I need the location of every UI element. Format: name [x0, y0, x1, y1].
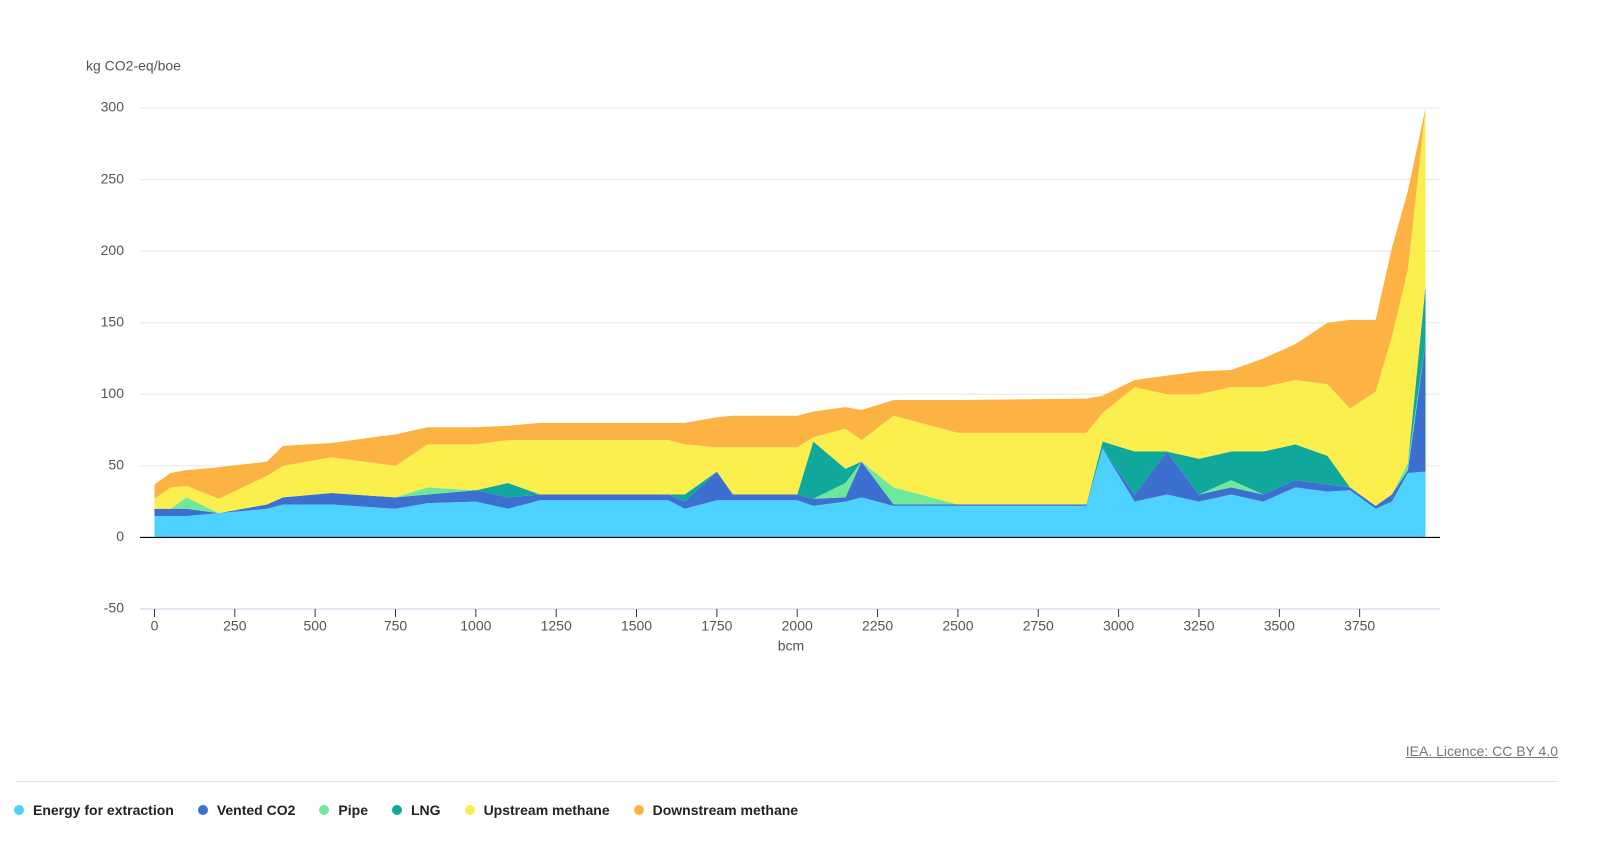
x-tick-label: 3000: [1103, 618, 1134, 634]
legend-swatch: [464, 805, 475, 815]
y-tick-label: 250: [101, 170, 125, 186]
legend-item[interactable]: Upstream methane: [464, 802, 610, 818]
y-axis-label: kg CO2-eq/boe: [86, 58, 181, 74]
x-tick-label: 3250: [1183, 618, 1214, 634]
legend: Energy for extraction Vented CO2 Pipe LNG Up…: [14, 802, 798, 818]
legend-item[interactable]: Pipe: [319, 802, 368, 818]
y-tick-label: 50: [108, 457, 124, 473]
y-tick-label: 100: [101, 385, 125, 401]
x-tick-label: 1750: [701, 618, 732, 634]
x-tick-label: 2750: [1023, 618, 1054, 634]
area-series: [154, 108, 1426, 499]
legend-label: LNG: [411, 802, 441, 818]
legend-item[interactable]: Vented CO2: [197, 802, 296, 818]
legend-label: Vented CO2: [216, 802, 296, 818]
x-tick-label: 2000: [782, 618, 813, 634]
y-tick-label: 150: [101, 313, 125, 329]
x-axis-label: bcm: [778, 638, 804, 654]
x-tick-label: 1500: [621, 618, 652, 634]
y-tick-label: 200: [101, 242, 125, 258]
x-tick-label: 0: [151, 618, 159, 634]
legend-swatch: [14, 805, 24, 815]
legend-label: Energy for extraction: [33, 802, 174, 818]
legend-item[interactable]: LNG: [392, 802, 441, 818]
x-tick-label: 2500: [942, 618, 973, 634]
x-tick-label: 1000: [460, 618, 491, 634]
x-tick-label: 250: [223, 618, 247, 634]
y-tick-label: 300: [101, 99, 125, 115]
legend-label: Downstream methane: [652, 802, 799, 818]
legend-swatch: [197, 805, 208, 815]
area-series: [154, 108, 1426, 514]
y-tick-label: -50: [104, 600, 124, 616]
source-link[interactable]: IEA. Licence: CC BY 4.0: [1405, 743, 1558, 759]
x-tick-label: 2250: [862, 618, 893, 634]
x-tick-label: 1250: [541, 618, 572, 634]
area-series: [154, 342, 1426, 516]
x-tick-label: 500: [303, 618, 327, 634]
legend-swatch: [392, 805, 402, 815]
legend-swatch: [319, 805, 330, 815]
legend-label: Pipe: [338, 802, 368, 818]
y-tick-label: 0: [116, 528, 124, 544]
legend-label: Upstream methane: [483, 802, 610, 818]
legend-swatch: [633, 805, 644, 815]
x-tick-label: 750: [384, 618, 408, 634]
x-tick-label: 3750: [1344, 618, 1375, 634]
legend-item[interactable]: Downstream methane: [633, 802, 799, 818]
divider: [16, 781, 1558, 782]
x-tick-label: 3500: [1264, 618, 1295, 634]
area-series: [154, 448, 1426, 538]
legend-item[interactable]: Energy for extraction: [14, 802, 174, 818]
